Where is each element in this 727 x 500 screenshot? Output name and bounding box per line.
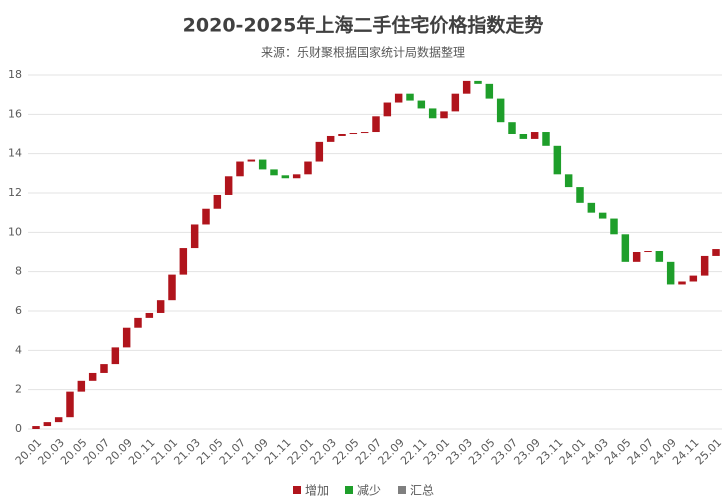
bar bbox=[689, 275, 698, 282]
bar bbox=[326, 135, 335, 142]
bar bbox=[122, 327, 131, 348]
bar bbox=[678, 281, 686, 285]
bar bbox=[632, 252, 641, 262]
bar bbox=[111, 347, 120, 365]
bar bbox=[485, 83, 494, 99]
bar bbox=[179, 248, 188, 275]
bar bbox=[247, 159, 256, 162]
bar bbox=[406, 93, 414, 101]
bar bbox=[304, 161, 312, 175]
bar bbox=[281, 175, 290, 179]
bar bbox=[168, 274, 176, 301]
bar bbox=[440, 111, 448, 119]
y-tick-label: 18 bbox=[8, 68, 22, 81]
y-tick-label: 8 bbox=[15, 265, 22, 278]
bar bbox=[43, 422, 52, 427]
y-tick-label: 10 bbox=[8, 225, 22, 238]
y-tick-label: 0 bbox=[15, 422, 22, 435]
bar bbox=[700, 255, 709, 276]
bar bbox=[474, 80, 482, 84]
bar bbox=[100, 364, 108, 373]
bar bbox=[542, 132, 550, 146]
bar bbox=[213, 194, 222, 209]
y-tick-label: 14 bbox=[8, 147, 22, 160]
bar bbox=[621, 234, 630, 262]
bar bbox=[145, 312, 154, 318]
bar bbox=[383, 102, 392, 117]
legend-swatch bbox=[293, 486, 301, 494]
bar bbox=[372, 116, 380, 133]
bar bbox=[655, 251, 664, 262]
y-tick-label: 16 bbox=[8, 107, 22, 120]
legend-label: 增加 bbox=[305, 484, 329, 498]
bar bbox=[462, 80, 471, 94]
legend-swatch bbox=[345, 486, 353, 494]
bar bbox=[417, 100, 426, 109]
legend-label: 汇总 bbox=[410, 484, 434, 498]
chart-subtitle: 来源：乐财聚根据国家统计局数据整理 bbox=[261, 45, 465, 60]
bar bbox=[428, 108, 437, 119]
bar bbox=[224, 176, 233, 195]
bar bbox=[202, 208, 210, 225]
bar bbox=[66, 391, 74, 418]
bar bbox=[134, 317, 142, 328]
bar bbox=[360, 132, 369, 134]
bar bbox=[88, 372, 97, 381]
bar bbox=[292, 174, 301, 179]
y-tick-label: 2 bbox=[15, 383, 22, 396]
bar bbox=[712, 249, 720, 256]
bar bbox=[530, 132, 539, 139]
bar bbox=[338, 134, 346, 136]
bar bbox=[315, 141, 324, 162]
bar bbox=[576, 187, 584, 203]
chart-title: 2020-2025年上海二手住宅价格指数走势 bbox=[183, 14, 544, 37]
y-tick-label: 6 bbox=[15, 304, 22, 317]
bar bbox=[553, 145, 562, 175]
bar bbox=[508, 122, 516, 134]
bar bbox=[270, 169, 278, 176]
bar bbox=[32, 426, 40, 429]
bar bbox=[598, 212, 607, 219]
bar bbox=[77, 380, 86, 392]
bar bbox=[258, 159, 267, 170]
bar bbox=[190, 224, 199, 249]
bar bbox=[564, 174, 573, 188]
bar bbox=[156, 300, 165, 313]
bar bbox=[451, 93, 460, 112]
bar bbox=[236, 161, 244, 177]
bar bbox=[496, 98, 505, 123]
bar bbox=[610, 218, 618, 235]
bar bbox=[394, 93, 403, 103]
bar bbox=[587, 202, 596, 213]
legend-swatch bbox=[398, 486, 406, 494]
bar bbox=[644, 251, 652, 253]
bar bbox=[54, 417, 63, 423]
bar bbox=[519, 134, 528, 139]
legend-label: 减少 bbox=[357, 484, 381, 498]
y-tick-label: 12 bbox=[8, 186, 22, 199]
bar bbox=[349, 133, 358, 135]
y-tick-label: 4 bbox=[15, 343, 22, 356]
bar bbox=[666, 261, 675, 285]
x-tick-label: 25.01 bbox=[693, 436, 724, 467]
